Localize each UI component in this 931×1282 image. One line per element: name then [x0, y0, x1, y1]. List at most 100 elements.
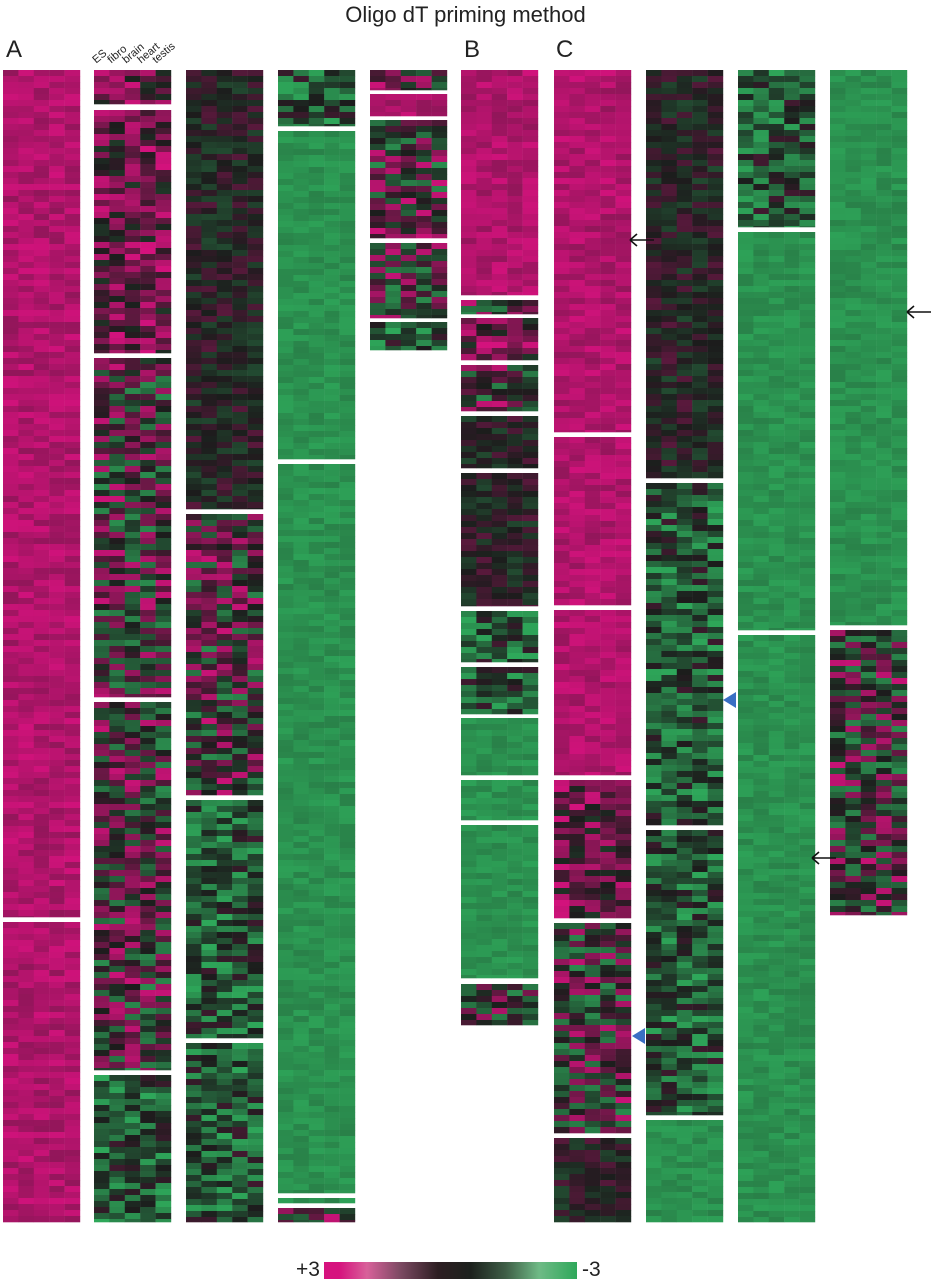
heatmap-cell: [3, 268, 19, 275]
heatmap-cell: [339, 137, 356, 144]
heatmap-cell: [216, 1115, 233, 1122]
heatmap-cell: [278, 401, 294, 408]
heatmap-cell: [584, 70, 601, 77]
heatmap-cell: [416, 70, 432, 77]
heatmap-cell: [600, 142, 616, 149]
heatmap-cell: [308, 305, 325, 312]
heatmap-cell: [522, 909, 539, 916]
heatmap-cell: [140, 296, 156, 303]
heatmap-cell: [507, 984, 523, 991]
heatmap-cell: [308, 1082, 325, 1089]
heatmap-cell: [186, 190, 202, 197]
heatmap-cell: [64, 808, 81, 815]
heatmap-cell: [216, 688, 233, 695]
heatmap-cell: [293, 293, 309, 300]
heatmap-cell: [522, 659, 539, 663]
heatmap-cell: [385, 106, 401, 113]
heatmap-cell: [140, 1075, 156, 1082]
heatmap-cell: [324, 1070, 340, 1077]
heatmap-cell: [522, 533, 539, 540]
heatmap-cell: [232, 736, 248, 743]
heatmap-cell: [370, 150, 386, 157]
heatmap-cell: [278, 179, 294, 186]
heatmap-cell: [18, 622, 34, 629]
heatmap-cell: [155, 296, 172, 303]
heatmap-cell: [324, 431, 340, 438]
heatmap-cell: [522, 268, 539, 275]
heatmap-cell: [140, 224, 156, 231]
heatmap-cell: [584, 178, 601, 185]
heatmap-cell: [308, 656, 325, 663]
heatmap-cell: [18, 424, 34, 431]
heatmap-cell: [18, 262, 34, 269]
heatmap-cell: [3, 760, 19, 767]
heatmap-cell: [94, 670, 110, 677]
heatmap-cell: [491, 837, 508, 844]
heatmap-cell: [94, 532, 110, 539]
heatmap-cell: [49, 1006, 65, 1013]
heatmap-cell: [308, 161, 325, 168]
heatmap-cell: [49, 550, 65, 557]
heatmap-cell: [491, 855, 508, 862]
heatmap-cell: [324, 980, 340, 987]
heatmap-cell: [339, 770, 356, 777]
heatmap-cell: [94, 1183, 110, 1190]
heatmap-cell: [201, 232, 217, 239]
heatmap-cell: [155, 116, 172, 123]
heatmap-cell: [461, 623, 477, 630]
heatmap-cell: [94, 236, 110, 243]
heatmap-cell: [278, 914, 294, 921]
heatmap-cell: [94, 792, 110, 799]
heatmap-cell: [247, 172, 264, 179]
heatmap-cell: [186, 262, 202, 269]
heatmap-cell: [33, 460, 50, 467]
heatmap-cell: [232, 688, 248, 695]
heatmap-cell: [216, 968, 233, 975]
heatmap-cell: [216, 562, 233, 569]
heatmap-cell: [339, 155, 356, 162]
heatmap-cell: [94, 182, 110, 189]
heatmap-cell: [400, 144, 417, 151]
heatmap-cell: [491, 861, 508, 868]
heatmap-cell: [109, 70, 125, 77]
heatmap-cell: [476, 342, 492, 349]
heatmap-cell: [522, 605, 539, 607]
heatmap-cell: [431, 162, 448, 169]
heatmap-cell: [461, 268, 477, 275]
heatmap-cell: [49, 604, 65, 611]
heatmap-cell: [3, 214, 19, 221]
heatmap-block: [94, 70, 172, 105]
heatmap-cell: [216, 508, 233, 510]
heatmap-cell: [216, 148, 233, 155]
heatmap-cell: [491, 306, 508, 313]
heatmap-cell: [431, 285, 448, 292]
heatmap-cell: [49, 694, 65, 701]
heatmap-cell: [293, 962, 309, 969]
heatmap-cell: [522, 903, 539, 910]
heatmap-cell: [155, 876, 172, 883]
heatmap-cell: [461, 786, 477, 793]
heatmap-cell: [247, 1127, 264, 1134]
heatmap-cell: [201, 220, 217, 227]
heatmap-cell: [49, 538, 65, 545]
heatmap-cell: [584, 202, 601, 209]
heatmap-cell: [3, 790, 19, 797]
heatmap-cell: [216, 622, 233, 629]
heatmap-cell: [278, 347, 294, 354]
heatmap-cell: [186, 136, 202, 143]
heatmap-cell: [18, 178, 34, 185]
heatmap-cell: [124, 616, 141, 623]
heatmap-cell: [49, 160, 65, 167]
heatmap-cell: [247, 1004, 264, 1011]
heatmap-cell: [186, 118, 202, 125]
heatmap-cell: [324, 425, 340, 432]
heatmap-cell: [507, 458, 523, 465]
heatmap-cell: [124, 218, 141, 225]
heatmap-cell: [216, 190, 233, 197]
heatmap-cell: [491, 312, 508, 315]
heatmap-cell: [109, 128, 125, 135]
heatmap-cell: [522, 587, 539, 594]
heatmap-cell: [293, 848, 309, 855]
heatmap-cell: [370, 120, 386, 127]
heatmap-cell: [385, 216, 401, 223]
